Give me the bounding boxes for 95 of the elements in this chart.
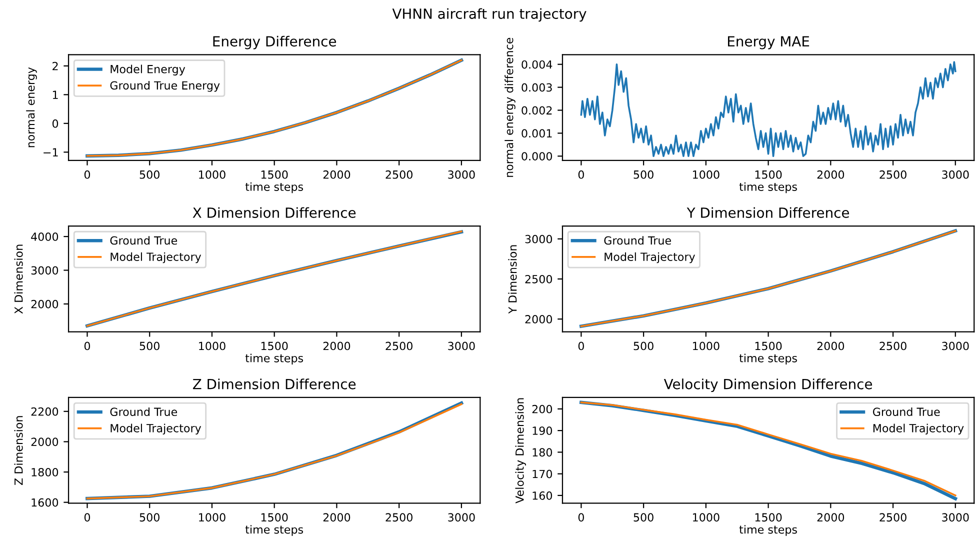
x-tick-label: 2500 (880, 342, 906, 350)
y-axis-title: X Dimension (14, 244, 23, 314)
x-tick-label: 0 (578, 513, 584, 522)
y-axis-title: Z Dimension (14, 416, 23, 485)
x-tick-label: 3000 (448, 513, 475, 522)
x-tick-label: 3000 (448, 342, 475, 350)
x-tick-label: 1500 (261, 513, 288, 522)
x-tick-label: 2000 (323, 170, 350, 179)
x-tick-label: 0 (578, 342, 584, 350)
x-tick-label: 500 (140, 342, 160, 350)
y-tick-label: 3000 (31, 266, 58, 275)
x-tick-label: 1000 (693, 342, 720, 350)
x-tick-label: 1500 (755, 170, 782, 179)
x-axis-title: time steps (245, 182, 304, 194)
y-tick-label: 2200 (31, 407, 58, 416)
y-tick-label: 0.003 (522, 83, 552, 92)
x-tick-label: 500 (634, 170, 654, 179)
y-tick-label: −1 (44, 148, 58, 156)
x-axis-title: time steps (739, 354, 797, 364)
x-tick-label: 3000 (448, 170, 475, 179)
x-tick-label: 1000 (693, 513, 720, 522)
x-tick-label: 1500 (755, 513, 782, 522)
x-tick-label: 500 (634, 513, 654, 522)
x-axis-title: time steps (245, 525, 304, 536)
x-tick-label: 2500 (386, 342, 412, 350)
text: VHNN aircraft run trajectory (392, 8, 586, 22)
legend-label: Model Trajectory (110, 424, 202, 435)
x-tick-label: 1000 (199, 170, 226, 179)
chart-title: Z Dimension Difference (192, 378, 356, 390)
y-tick-label: 170 (532, 470, 552, 478)
x-tick-label: 2000 (817, 513, 844, 522)
y-tick-label: 160 (532, 491, 552, 500)
y-axis-title: normal energy (26, 67, 37, 148)
y-tick-label: 2000 (31, 300, 58, 308)
legend-label: Ground True (110, 407, 178, 416)
legend-label: Ground True (872, 407, 940, 416)
y-tick-label: 0.004 (522, 60, 552, 69)
x-tick-label: 2000 (323, 342, 350, 350)
x-tick-label: 2500 (386, 170, 412, 179)
x-tick-label: 1000 (693, 170, 720, 179)
x-axis-title: time steps (739, 525, 797, 536)
y-axis-title: Y Dimension (508, 245, 517, 314)
legend-label: Model Trajectory (873, 424, 964, 435)
y-tick-label: 4000 (31, 232, 58, 241)
y-axis-title: normal energy difference (504, 38, 516, 177)
x-tick-label: 0 (84, 170, 90, 179)
legend-label: Model Trajectory (110, 252, 202, 264)
y-tick-label: 2500 (525, 274, 552, 284)
x-tick-label: 2000 (817, 170, 844, 179)
y-tick-label: 0.000 (522, 152, 552, 161)
x-tick-label: 0 (84, 342, 90, 350)
x-axis-title: time steps (245, 354, 304, 364)
x-tick-label: 1500 (755, 342, 782, 350)
y-tick-label: 180 (532, 448, 552, 457)
x-axis-title: time steps (739, 182, 797, 194)
y-tick-label: 0.002 (522, 106, 552, 115)
chart-title: Energy Difference (213, 36, 336, 50)
y-tick-label: 2000 (525, 315, 552, 324)
chart-title: Velocity Dimension Difference (664, 378, 872, 392)
y-tick-label: 190 (532, 426, 552, 435)
x-tick-label: 2500 (880, 513, 906, 522)
legend-label: Ground True Energy (110, 81, 220, 92)
y-tick-label: 2000 (31, 438, 58, 446)
y-axis-title: Velocity Dimension (515, 398, 526, 504)
y-tick-label: 0 (52, 119, 58, 128)
x-tick-label: 500 (140, 170, 160, 179)
y-tick-label: 200 (532, 404, 552, 414)
legend-label: Model Energy (110, 64, 186, 76)
chart-title: Energy MAE (728, 36, 810, 50)
x-tick-label: 2000 (817, 342, 844, 350)
y-tick-label: 1 (52, 90, 58, 99)
y-tick-label: 1800 (32, 468, 58, 476)
y-tick-label: 2 (52, 62, 58, 70)
chart-title: Y Dimension Difference (686, 207, 850, 218)
legend-label: Ground True (110, 236, 178, 245)
x-tick-label: 3000 (942, 342, 969, 350)
legend-label: Ground True (604, 236, 671, 245)
x-tick-label: 1500 (261, 342, 288, 350)
x-tick-label: 500 (634, 342, 654, 350)
x-tick-label: 0 (578, 170, 584, 179)
x-tick-label: 500 (140, 513, 160, 522)
x-tick-label: 0 (84, 513, 90, 522)
y-tick-label: 1600 (32, 498, 58, 507)
y-tick-label: 3000 (525, 234, 552, 244)
y-tick-label: 0.001 (522, 129, 552, 138)
legend-label: Model Trajectory (604, 252, 696, 264)
x-tick-label: 1000 (199, 513, 226, 522)
x-tick-label: 2500 (880, 170, 906, 179)
x-tick-label: 2500 (386, 513, 412, 522)
x-tick-label: 2000 (323, 513, 350, 522)
x-tick-label: 3000 (942, 513, 969, 522)
x-tick-label: 1500 (261, 170, 288, 179)
x-tick-label: 1000 (199, 342, 226, 350)
x-tick-label: 3000 (942, 170, 969, 179)
chart-title: X Dimension Difference (192, 207, 356, 218)
